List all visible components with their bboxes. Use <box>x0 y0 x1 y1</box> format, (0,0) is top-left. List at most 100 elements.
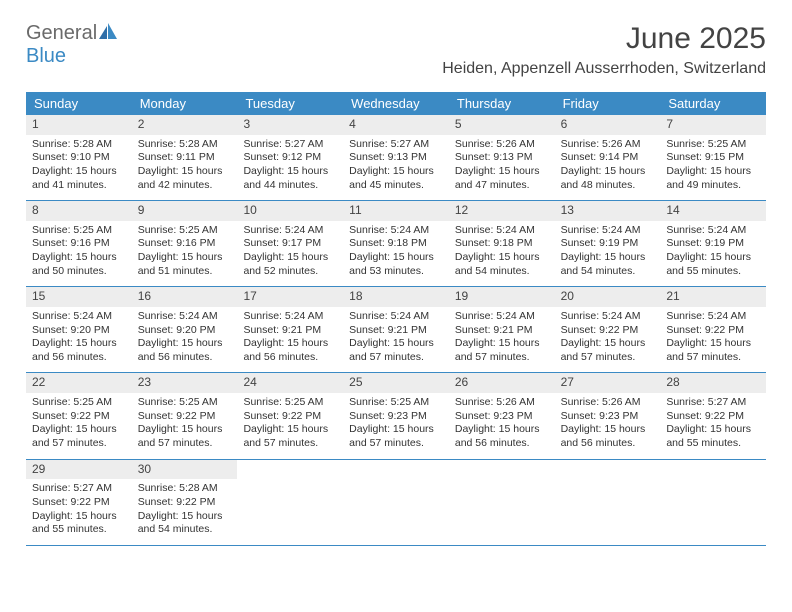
daylight-line: Daylight: 15 hours and 57 minutes. <box>561 337 655 364</box>
sunset-line: Sunset: 9:22 PM <box>32 410 126 424</box>
location-subtitle: Heiden, Appenzell Ausserrhoden, Switzerl… <box>442 60 766 78</box>
sunrise-line: Sunrise: 5:27 AM <box>349 138 443 152</box>
day-cell: 10Sunrise: 5:24 AMSunset: 9:17 PMDayligh… <box>237 201 343 286</box>
sunrise-line: Sunrise: 5:25 AM <box>32 396 126 410</box>
day-number: 28 <box>660 373 766 393</box>
sunset-line: Sunset: 9:23 PM <box>349 410 443 424</box>
day-cell: 13Sunrise: 5:24 AMSunset: 9:19 PMDayligh… <box>555 201 661 286</box>
daylight-line: Daylight: 15 hours and 56 minutes. <box>243 337 337 364</box>
logo-line2: Blue <box>26 45 66 67</box>
daylight-line: Daylight: 15 hours and 55 minutes. <box>666 251 760 278</box>
day-cell: 4Sunrise: 5:27 AMSunset: 9:13 PMDaylight… <box>343 115 449 200</box>
day-number: 4 <box>343 115 449 135</box>
week-row: 1Sunrise: 5:28 AMSunset: 9:10 PMDaylight… <box>26 115 766 201</box>
daylight-line: Daylight: 15 hours and 47 minutes. <box>455 165 549 192</box>
day-number: 18 <box>343 287 449 307</box>
sunrise-line: Sunrise: 5:24 AM <box>666 224 760 238</box>
daylight-line: Daylight: 15 hours and 53 minutes. <box>349 251 443 278</box>
day-number: 14 <box>660 201 766 221</box>
day-cell: 24 Sunrise: 5:25 AMSunset: 9:22 PMDayligh… <box>237 373 343 458</box>
daylight-line: Daylight: 15 hours and 56 minutes. <box>32 337 126 364</box>
day-number: 10 <box>237 201 343 221</box>
day-number <box>343 460 449 480</box>
weekday-header: Monday <box>132 92 238 115</box>
sunset-line: Sunset: 9:22 PM <box>32 496 126 510</box>
sunrise-line: Sunrise: 5:24 AM <box>32 310 126 324</box>
daylight-line: Daylight: 15 hours and 54 minutes. <box>455 251 549 278</box>
weekday-header: Wednesday <box>343 92 449 115</box>
sunset-line: Sunset: 9:16 PM <box>32 237 126 251</box>
daylight-line: Daylight: 15 hours and 50 minutes. <box>32 251 126 278</box>
day-number <box>237 460 343 480</box>
day-number: 22 <box>26 373 132 393</box>
day-number: 24 <box>237 373 343 393</box>
day-cell: 22 Sunrise: 5:25 AMSunset: 9:22 PMDayligh… <box>26 373 132 458</box>
daylight-line: Daylight: 15 hours and 42 minutes. <box>138 165 232 192</box>
daylight-line: Daylight: 15 hours and 57 minutes. <box>349 337 443 364</box>
day-number <box>660 460 766 480</box>
sunset-line: Sunset: 9:22 PM <box>138 410 232 424</box>
sunset-line: Sunset: 9:22 PM <box>243 410 337 424</box>
day-cell: 9Sunrise: 5:25 AMSunset: 9:16 PMDaylight… <box>132 201 238 286</box>
day-number: 5 <box>449 115 555 135</box>
daylight-line: Daylight: 15 hours and 55 minutes. <box>32 510 126 537</box>
day-number: 21 <box>660 287 766 307</box>
day-number: 2 <box>132 115 238 135</box>
sunrise-line: Sunrise: 5:24 AM <box>243 224 337 238</box>
sunrise-line: Sunrise: 5:24 AM <box>561 224 655 238</box>
sunset-line: Sunset: 9:20 PM <box>138 324 232 338</box>
day-cell: 2Sunrise: 5:28 AMSunset: 9:11 PMDaylight… <box>132 115 238 200</box>
day-cell: 1Sunrise: 5:28 AMSunset: 9:10 PMDaylight… <box>26 115 132 200</box>
day-number: 3 <box>237 115 343 135</box>
sunset-line: Sunset: 9:23 PM <box>455 410 549 424</box>
sunrise-line: Sunrise: 5:26 AM <box>561 138 655 152</box>
day-cell: 29Sunrise: 5:27 AMSunset: 9:22 PMDayligh… <box>26 460 132 545</box>
sunrise-line: Sunrise: 5:24 AM <box>455 310 549 324</box>
day-cell: 12Sunrise: 5:24 AMSunset: 9:18 PMDayligh… <box>449 201 555 286</box>
sunset-line: Sunset: 9:18 PM <box>349 237 443 251</box>
daylight-line: Daylight: 15 hours and 54 minutes. <box>561 251 655 278</box>
logo: General Blue <box>26 22 119 68</box>
sunrise-line: Sunrise: 5:24 AM <box>455 224 549 238</box>
weekday-header: Friday <box>555 92 661 115</box>
sunset-line: Sunset: 9:22 PM <box>561 324 655 338</box>
sunset-line: Sunset: 9:21 PM <box>455 324 549 338</box>
empty-cell <box>343 460 449 545</box>
sunset-line: Sunset: 9:22 PM <box>138 496 232 510</box>
day-number: 16 <box>132 287 238 307</box>
daylight-line: Daylight: 15 hours and 52 minutes. <box>243 251 337 278</box>
sunrise-line: Sunrise: 5:27 AM <box>32 482 126 496</box>
sunrise-line: Sunrise: 5:26 AM <box>455 396 549 410</box>
day-number: 8 <box>26 201 132 221</box>
day-cell: 21Sunrise: 5:24 AMSunset: 9:22 PMDayligh… <box>660 287 766 372</box>
weekday-header: Tuesday <box>237 92 343 115</box>
day-cell: 14Sunrise: 5:24 AMSunset: 9:19 PMDayligh… <box>660 201 766 286</box>
logo-text: General Blue <box>26 22 119 68</box>
day-number: 20 <box>555 287 661 307</box>
sunrise-line: Sunrise: 5:27 AM <box>243 138 337 152</box>
daylight-line: Daylight: 15 hours and 57 minutes. <box>138 423 232 450</box>
sunset-line: Sunset: 9:22 PM <box>666 410 760 424</box>
sunrise-line: Sunrise: 5:24 AM <box>666 310 760 324</box>
day-cell: 16Sunrise: 5:24 AMSunset: 9:20 PMDayligh… <box>132 287 238 372</box>
sunset-line: Sunset: 9:20 PM <box>32 324 126 338</box>
daylight-line: Daylight: 15 hours and 57 minutes. <box>243 423 337 450</box>
day-number: 26 <box>449 373 555 393</box>
sunrise-line: Sunrise: 5:28 AM <box>138 482 232 496</box>
sunrise-line: Sunrise: 5:25 AM <box>138 224 232 238</box>
daylight-line: Daylight: 15 hours and 57 minutes. <box>32 423 126 450</box>
day-cell: 19Sunrise: 5:24 AMSunset: 9:21 PMDayligh… <box>449 287 555 372</box>
header: General Blue June 2025 Heiden, Appenzell… <box>26 22 766 78</box>
sunset-line: Sunset: 9:16 PM <box>138 237 232 251</box>
day-cell: 30Sunrise: 5:28 AMSunset: 9:22 PMDayligh… <box>132 460 238 545</box>
empty-cell <box>660 460 766 545</box>
day-cell: 11Sunrise: 5:24 AMSunset: 9:18 PMDayligh… <box>343 201 449 286</box>
daylight-line: Daylight: 15 hours and 57 minutes. <box>455 337 549 364</box>
calendar-grid: SundayMondayTuesdayWednesdayThursdayFrid… <box>26 92 766 546</box>
sunrise-line: Sunrise: 5:28 AM <box>32 138 126 152</box>
day-number: 1 <box>26 115 132 135</box>
week-row: 15Sunrise: 5:24 AMSunset: 9:20 PMDayligh… <box>26 287 766 373</box>
day-number: 12 <box>449 201 555 221</box>
day-number: 23 <box>132 373 238 393</box>
sunrise-line: Sunrise: 5:25 AM <box>243 396 337 410</box>
